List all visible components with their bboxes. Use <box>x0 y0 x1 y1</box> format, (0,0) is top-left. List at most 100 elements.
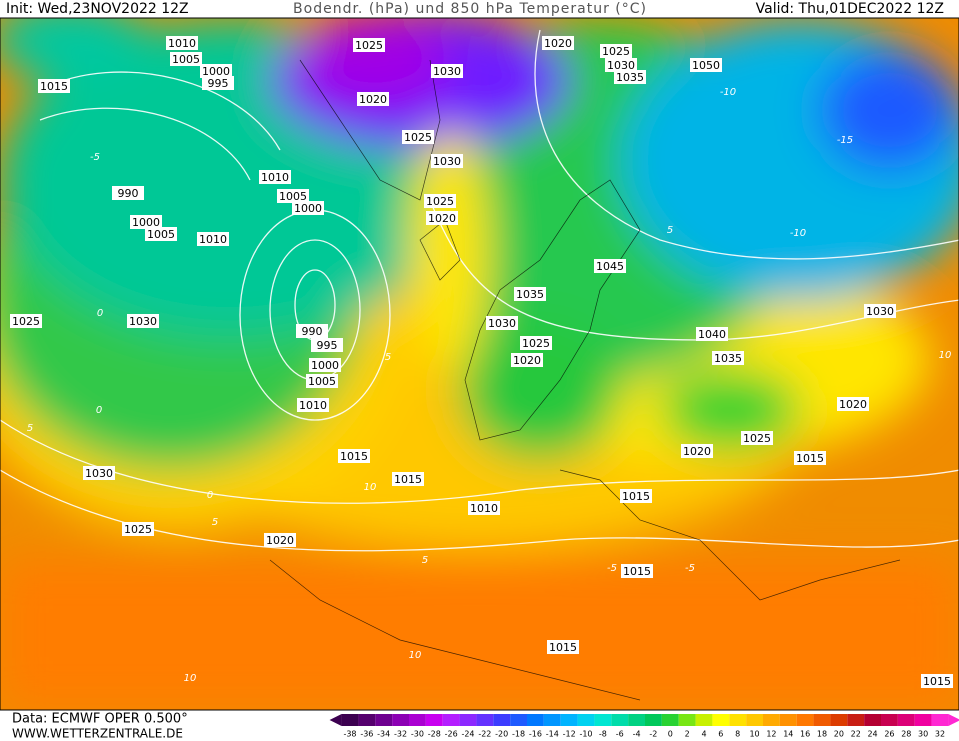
legend-tick-label: -34 <box>377 730 390 739</box>
isobar-label-box <box>292 201 324 215</box>
legend-swatch <box>476 714 494 726</box>
temperature-field <box>0 18 959 710</box>
legend-tick-label: 12 <box>766 730 776 739</box>
legend-tick-label: -26 <box>445 730 458 739</box>
isobar-label-box <box>690 58 722 72</box>
isobar-label-box <box>594 259 626 273</box>
isobar-label-box <box>122 522 154 536</box>
temperature-label: 5 <box>422 555 428 566</box>
isobar-label-box <box>514 287 546 301</box>
map-title: Bodendr. (hPa) und 850 hPa Temperatur (°… <box>293 1 647 17</box>
isobar-label: 990 <box>302 325 323 338</box>
isobar-label-box <box>486 316 518 330</box>
legend-swatch <box>830 714 848 726</box>
legend-tick-label: -14 <box>546 730 559 739</box>
isobar-label: 1030 <box>85 467 113 480</box>
legend-swatch <box>847 714 865 726</box>
isobar-label-box <box>145 227 177 241</box>
temperature-label: 0 <box>96 405 102 416</box>
legend-tick-label: -24 <box>461 730 474 739</box>
isobar-label: 1030 <box>433 155 461 168</box>
legend-tick-label: 0 <box>668 730 673 739</box>
legend-tick-label: 32 <box>935 730 945 739</box>
temperature-label: 0 <box>97 308 103 319</box>
legend-swatch <box>442 714 460 726</box>
isobar-label-box <box>353 38 385 52</box>
isobar-label-box <box>112 186 144 200</box>
legend-swatch <box>628 714 645 726</box>
temperature-label: 0 <box>207 490 213 501</box>
legend-tick-label: -22 <box>478 730 491 739</box>
isobar-label: 1015 <box>394 473 422 486</box>
temperature-label: 5 <box>27 423 33 434</box>
legend-swatch <box>358 714 376 726</box>
isobar-label: 1010 <box>168 37 196 50</box>
isobar-label-box <box>309 358 341 372</box>
isobar-label: 1025 <box>355 39 383 52</box>
isobar-label-box <box>311 338 343 352</box>
contour-labels: 1010100510009951015102510301020102510301… <box>10 36 953 688</box>
isobar-label: 1020 <box>839 398 867 411</box>
legend-swatch <box>611 714 629 726</box>
legend-tick-label: 24 <box>867 730 877 739</box>
isobar-label-box <box>306 374 338 388</box>
isobar-label: 1020 <box>359 93 387 106</box>
legend-swatch <box>746 714 763 726</box>
legend-tick-label: -18 <box>512 730 525 739</box>
isobar-label: 1015 <box>796 452 824 465</box>
isobar-label: 1030 <box>607 59 635 72</box>
isobar-label: 1020 <box>513 354 541 367</box>
isobar-label-box <box>431 64 463 78</box>
legend-swatch <box>493 714 511 726</box>
temperature-label: 10 <box>364 482 377 493</box>
legend-tick-label: -32 <box>394 730 407 739</box>
data-source: Data: ECMWF OPER 0.500° <box>12 712 188 727</box>
isobar-label: 1005 <box>172 53 200 66</box>
isobar-label-box <box>620 489 652 503</box>
legend-tick-label: 8 <box>735 730 740 739</box>
isobar-label-box <box>296 324 328 338</box>
isobar-label: 1015 <box>549 641 577 654</box>
legend-tick-label: 20 <box>834 730 844 739</box>
isobar-label-box <box>741 431 773 445</box>
legend-tick-label: 6 <box>718 730 723 739</box>
isobar-label: 990 <box>118 187 139 200</box>
isobar-label: 1005 <box>279 190 307 203</box>
isobar-label-box <box>431 154 463 168</box>
legend-tick-label: 30 <box>918 730 928 739</box>
isobar-label-box <box>542 36 574 50</box>
isobar-label-box <box>712 351 744 365</box>
legend-swatch <box>931 714 949 726</box>
legend-arrow-right <box>948 714 959 726</box>
legend-swatch <box>712 714 730 726</box>
temperature-label: 10 <box>184 673 197 684</box>
legend-swatch <box>763 714 780 726</box>
isobar-label: 1005 <box>308 375 336 388</box>
temperature-label: -10 <box>720 87 736 98</box>
isobar-label: 995 <box>208 77 229 90</box>
temperature-label: 10 <box>939 350 952 361</box>
isobar-label: 1035 <box>714 352 742 365</box>
isobar-label-box <box>600 44 632 58</box>
isobar-label: 1030 <box>488 317 516 330</box>
isobar-label: 1045 <box>596 260 624 273</box>
legend-tick-label: -10 <box>579 730 592 739</box>
legend-swatch <box>914 714 932 726</box>
legend-tick-label: -30 <box>411 730 424 739</box>
isobar-label: 1050 <box>692 59 720 72</box>
isobar-label-box <box>621 564 653 578</box>
isobar-label-box <box>696 327 728 341</box>
legend-swatch <box>729 714 747 726</box>
isobar-label: 1000 <box>132 216 160 229</box>
legend-tick-label: 2 <box>685 730 690 739</box>
isobar-label-box <box>83 466 115 480</box>
temperature-label: -5 <box>90 152 100 163</box>
isobar-label: 1025 <box>602 45 630 58</box>
legend-tick-label: 18 <box>817 730 827 739</box>
legend-tick-label: 22 <box>851 730 861 739</box>
legend-swatch <box>409 714 426 726</box>
legend-swatch <box>813 714 831 726</box>
legend-swatch <box>678 714 696 726</box>
